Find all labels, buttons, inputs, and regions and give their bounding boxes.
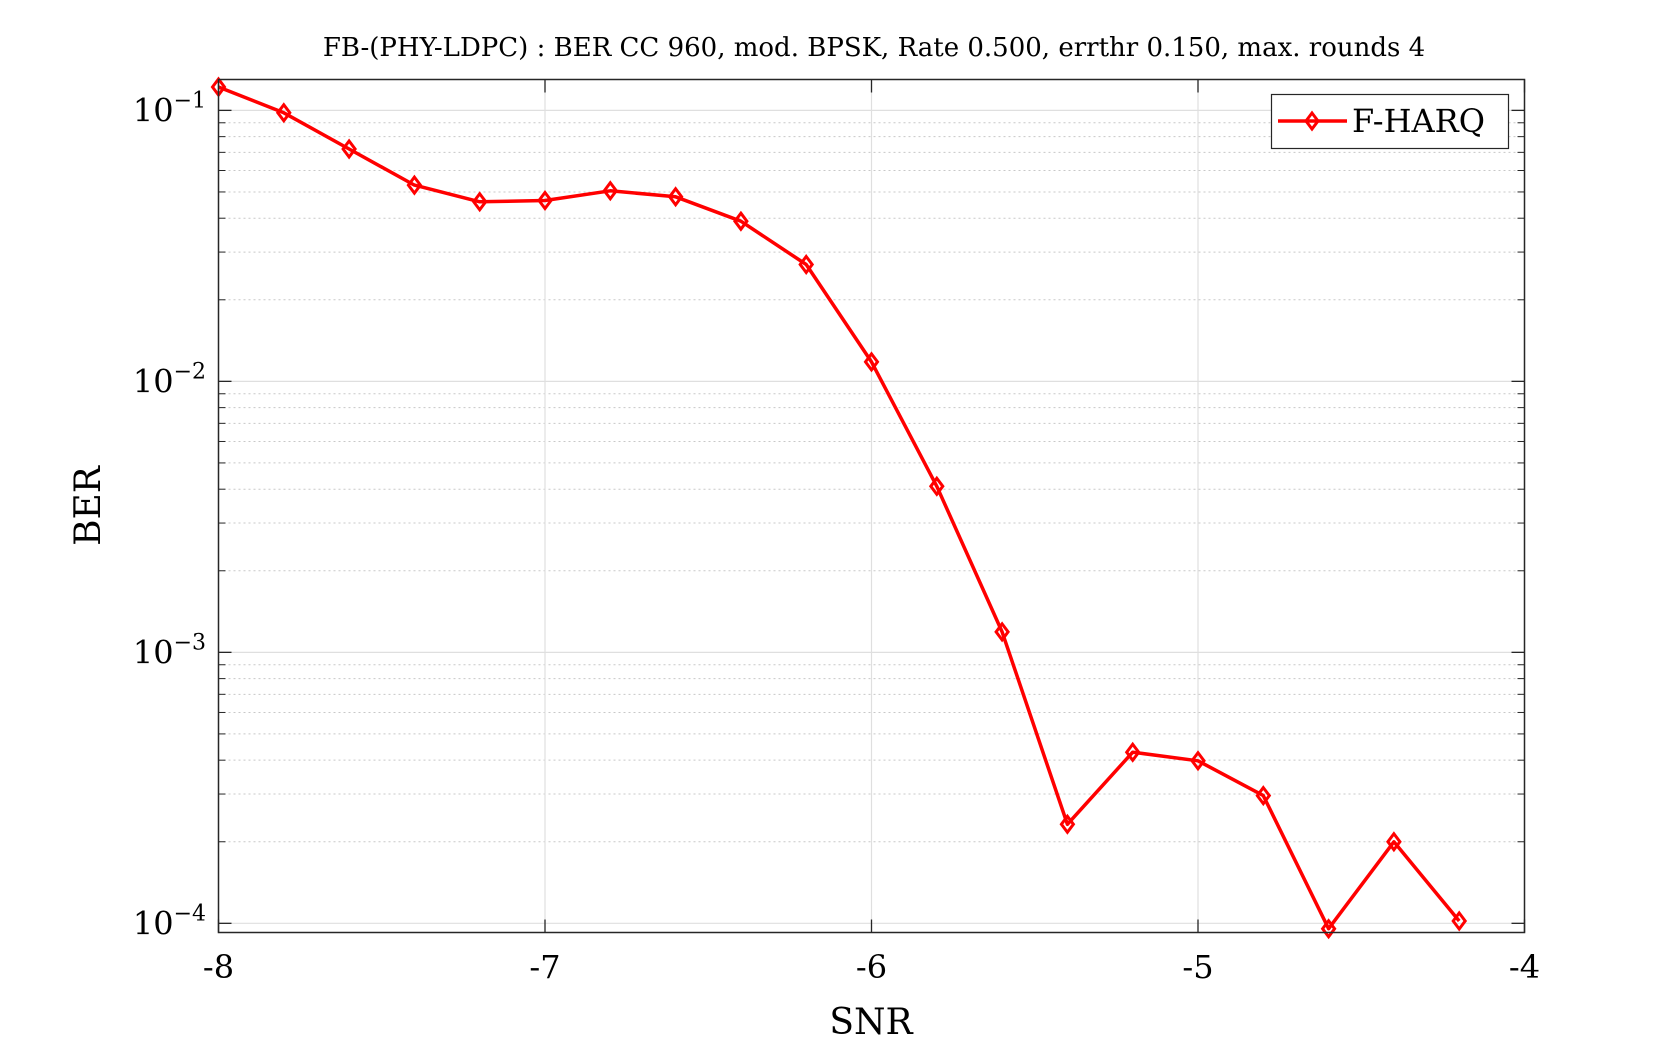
data-point-marker <box>471 191 488 213</box>
y-tick-label: 10−3 <box>133 630 206 671</box>
data-point-marker <box>341 138 357 160</box>
y-tick-label: 10−4 <box>133 901 206 942</box>
legend: F-HARQ <box>1270 93 1510 150</box>
data-point-marker <box>1124 741 1141 763</box>
tick-labels: 10−1 10−2 10−3 10−4 -8 -7 -6 -5 -4 <box>133 88 1540 986</box>
x-tick-label: -7 <box>529 948 560 986</box>
data-point-marker <box>406 174 423 196</box>
chart-title: FB-(PHY-LDPC) : BER CC 960, mod. BPSK, R… <box>323 33 1425 63</box>
data-point-marker <box>798 253 815 275</box>
data-point-marker <box>1386 831 1402 853</box>
data-point-marker <box>733 210 749 232</box>
data-point-marker <box>928 475 945 497</box>
y-tick-label: 10−1 <box>133 88 206 129</box>
data-point-marker <box>1190 750 1206 772</box>
y-axis-label: BER <box>68 465 109 546</box>
series-line <box>217 85 1461 931</box>
data-point-marker <box>275 102 292 124</box>
y-tick-label: 10−2 <box>133 359 206 400</box>
data-point-marker <box>537 189 553 211</box>
x-tick-label: -4 <box>1509 948 1540 986</box>
x-tick-label: -8 <box>203 948 234 986</box>
data-point-marker <box>994 621 1010 643</box>
x-axis-label: SNR <box>829 1002 913 1042</box>
data-point-marker <box>1320 918 1337 940</box>
series-layer <box>210 76 1468 940</box>
data-point-marker <box>863 351 880 373</box>
data-point-marker <box>602 180 619 202</box>
data-point-marker <box>667 186 684 208</box>
legend-label: F-HARQ <box>1352 102 1485 140</box>
data-point-marker <box>1059 813 1076 835</box>
x-tick-label: -5 <box>1182 948 1213 986</box>
plot-frame <box>217 78 1526 934</box>
data-point-marker <box>1255 785 1272 807</box>
legend-diamond-marker <box>1304 110 1320 132</box>
x-tick-label: -6 <box>856 948 887 986</box>
data-point-marker <box>1451 910 1468 932</box>
